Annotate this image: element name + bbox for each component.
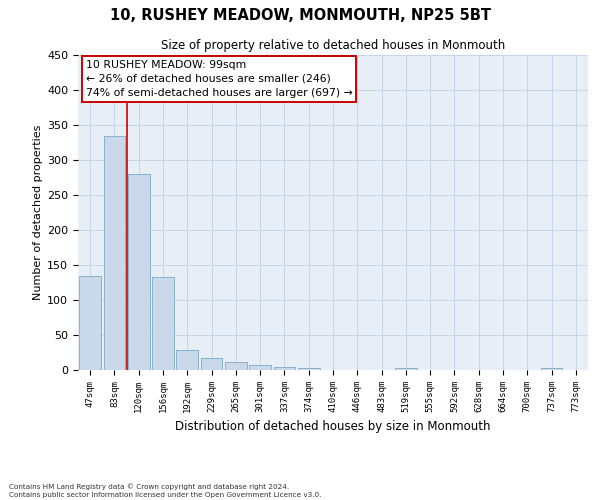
Bar — [225, 362, 247, 370]
Bar — [79, 276, 101, 370]
Bar — [200, 358, 223, 370]
Bar — [249, 365, 271, 370]
Bar — [176, 350, 198, 370]
Bar — [152, 277, 174, 370]
Text: Contains HM Land Registry data © Crown copyright and database right 2024.
Contai: Contains HM Land Registry data © Crown c… — [9, 483, 322, 498]
Bar — [541, 368, 562, 370]
Bar — [298, 368, 320, 370]
Text: 10 RUSHEY MEADOW: 99sqm
← 26% of detached houses are smaller (246)
74% of semi-d: 10 RUSHEY MEADOW: 99sqm ← 26% of detache… — [86, 60, 352, 98]
Text: 10, RUSHEY MEADOW, MONMOUTH, NP25 5BT: 10, RUSHEY MEADOW, MONMOUTH, NP25 5BT — [110, 8, 491, 22]
Bar — [128, 174, 149, 370]
Bar — [104, 136, 125, 370]
Y-axis label: Number of detached properties: Number of detached properties — [33, 125, 43, 300]
Title: Size of property relative to detached houses in Monmouth: Size of property relative to detached ho… — [161, 40, 505, 52]
Bar — [274, 366, 295, 370]
X-axis label: Distribution of detached houses by size in Monmouth: Distribution of detached houses by size … — [175, 420, 491, 434]
Bar — [395, 368, 417, 370]
